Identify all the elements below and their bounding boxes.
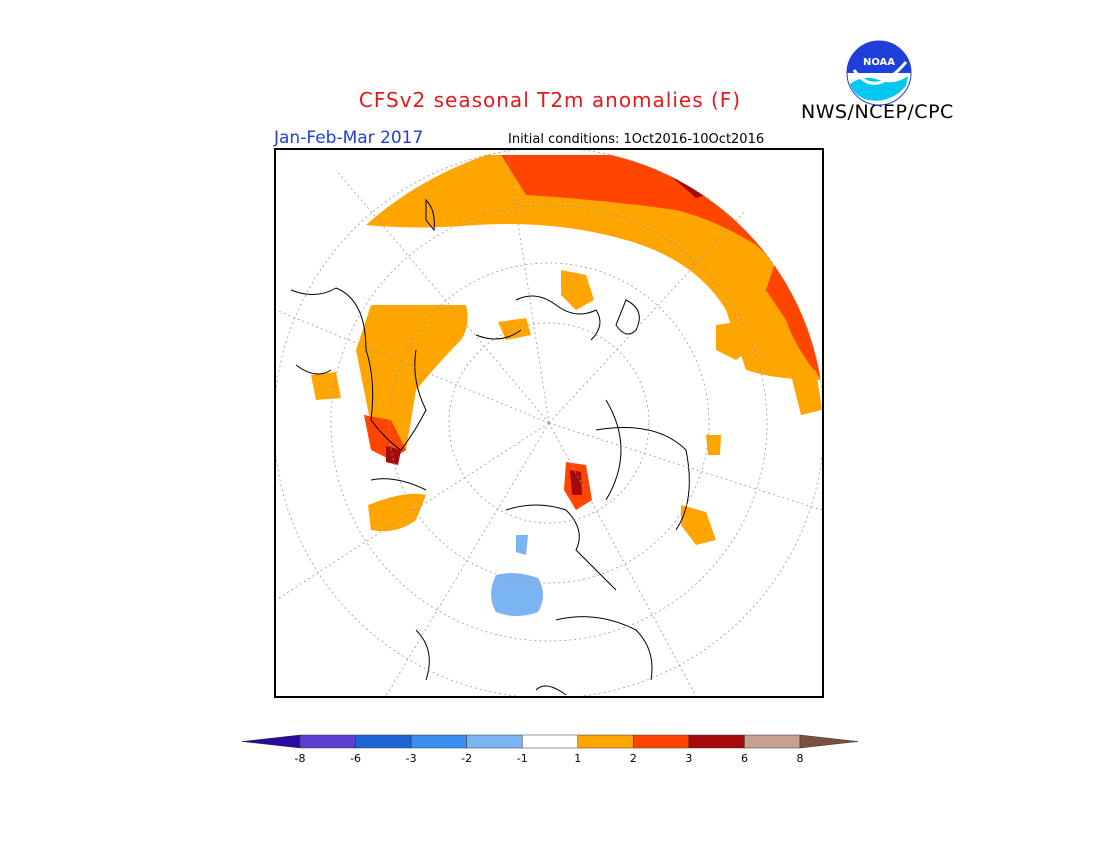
legend-tick-label: -6 [350,752,361,765]
polar-map [276,150,822,696]
legend-bin-5 [521,734,579,749]
anomaly-region-south-africa-core [386,446,401,465]
legend-bin-10 [799,734,859,749]
anomaly-region-siberia-cool [491,573,543,616]
forecast-period: Jan-Feb-Mar 2017 [274,128,424,148]
anomaly-field [311,155,822,616]
legend-bin-2 [355,734,412,749]
legend-tick-label: -8 [295,752,306,765]
map-title: CFSv2 seasonal T2m anomalies (F) [358,88,742,112]
legend-ticks: -8 -6 -3 -2 -1 1 2 3 6 8 [295,752,804,765]
noaa-logo-icon: NOAA [846,40,912,106]
legend-tick-label: 6 [741,752,748,765]
anomaly-region-gulf [706,435,721,455]
legend-bin-7 [633,734,690,749]
graticule [276,150,822,696]
color-legend: -8 -6 -3 -2 -1 1 2 3 6 8 [241,734,859,765]
anomaly-region-west-africa [356,305,468,455]
legend-bin-6 [577,734,634,749]
anomaly-region-south-atlantic [311,372,341,400]
legend-bin-8 [688,734,745,749]
map-panel [274,148,824,698]
legend-tick-label: -3 [406,752,417,765]
anomaly-region-southern-tip [368,493,426,532]
legend-tick-label: 1 [574,752,581,765]
legend-bin-9 [744,734,801,749]
anomaly-region-central-america [716,320,756,360]
legend-bin-1 [299,734,356,749]
anomaly-region-scandinavia-core [570,470,582,495]
coastlines [290,198,690,696]
logo-text: NOAA [863,57,895,68]
legend-bins [241,734,859,749]
legend-tick-label: 3 [685,752,692,765]
anomaly-region-eastern-pacific [766,260,822,380]
anomaly-region-north-siberia-cool [516,535,528,555]
legend-tick-label: 2 [630,752,637,765]
anomaly-region-arabia [561,270,594,310]
organization-label: NWS/NCEP/CPC [801,101,954,123]
initial-conditions: Initial conditions: 1Oct2016-10Oct2016 [508,132,765,147]
legend-bin-3 [410,734,467,749]
legend-tick-label: -2 [461,752,472,765]
legend-tick-label: -1 [517,752,528,765]
legend-tick-label: 8 [797,752,804,765]
legend-bin-4 [466,734,523,749]
anomaly-region-caribbean [791,370,822,415]
anomaly-region-labrador [681,505,716,545]
legend-bin-0 [241,734,301,749]
